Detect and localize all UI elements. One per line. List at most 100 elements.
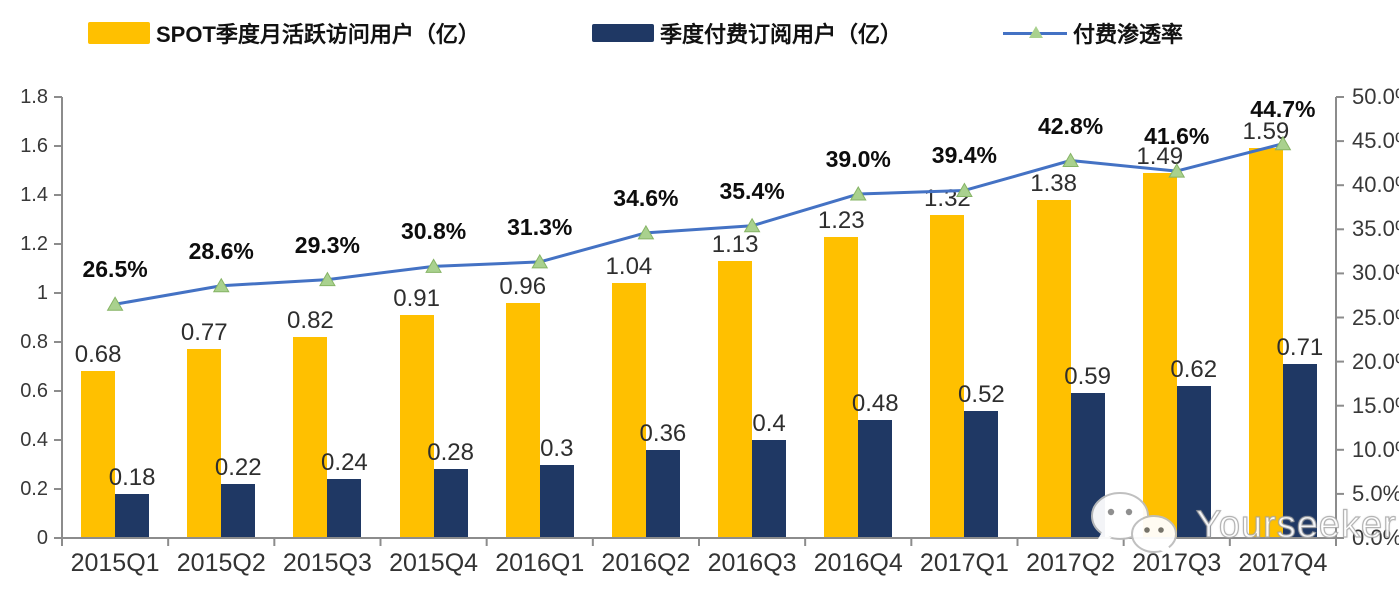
- bar-subscribers-value-label: 0.28: [427, 439, 474, 467]
- bar-subscribers: [115, 493, 150, 538]
- y-axis-left-tick-label: 1: [36, 282, 48, 304]
- bar-mau: [930, 214, 965, 538]
- penetration-line-marker: [531, 253, 549, 269]
- x-axis-label: 2016Q1: [495, 549, 585, 577]
- x-axis-label: 2015Q3: [282, 549, 372, 577]
- bar-subscribers: [752, 440, 787, 538]
- x-axis-label: 2015Q1: [70, 549, 160, 577]
- y-axis-right-tick-label: 40.0%: [1352, 172, 1399, 198]
- bar-subscribers-value-label: 0.18: [108, 463, 156, 491]
- watermark-text: Yourseeker: [1195, 503, 1397, 546]
- penetration-rate-label: 26.5%: [82, 256, 148, 283]
- y-axis-left-tick-label: 0.8: [20, 331, 48, 353]
- x-axis-label: 2016Q3: [707, 549, 797, 577]
- y-axis-right-tick-label: 15.0%: [1352, 392, 1399, 418]
- wechat-icon: [1091, 492, 1177, 558]
- penetration-line-marker: [106, 296, 124, 311]
- y-axis-right-tick-label: 0.0%: [1352, 525, 1399, 550]
- penetration-rate-label: 31.3%: [507, 213, 573, 240]
- penetration-rate-label: 44.7%: [1250, 95, 1316, 122]
- y-axis-right-tick-label: 30.0%: [1352, 260, 1399, 286]
- bar-mau-value-label: 0.96: [499, 272, 547, 300]
- x-axis-label: 2015Q4: [389, 549, 479, 577]
- penetration-rate-label: 39.4%: [931, 142, 998, 169]
- y-axis-right-tick-label: 50.0%: [1352, 84, 1399, 109]
- x-axis-label: 2017Q2: [1026, 549, 1116, 577]
- bar-subscribers-value-label: 0.36: [639, 419, 687, 447]
- subscribers-legend-label: 季度付费订阅用户（亿）: [660, 22, 903, 47]
- bar-mau-value-label: 0.91: [393, 285, 440, 313]
- y-axis-left-tick-label: 0: [36, 527, 48, 549]
- x-axis-label: 2017Q3: [1132, 549, 1222, 577]
- penetration-legend-label: 付费渗透率: [1073, 22, 1184, 47]
- watermark: Yourseeker: [1080, 488, 1397, 562]
- bar-mau-value-label: 1.04: [605, 253, 653, 281]
- y-axis-left-tick-label: 1.2: [20, 233, 48, 255]
- penetration-rate-line: [114, 142, 1284, 306]
- y-axis-right-tick-label: 35.0%: [1352, 216, 1399, 242]
- bar-subscribers-value-label: 0.4: [752, 410, 786, 437]
- y-axis-left-tick-label: 0.2: [20, 478, 48, 500]
- triangle-marker-icon: [1029, 26, 1043, 38]
- bar-subscribers-value-label: 0.52: [958, 380, 1005, 408]
- bar-subscribers: [1282, 364, 1317, 538]
- penetration-rate-label: 34.6%: [613, 184, 679, 211]
- bar-subscribers-value-label: 0.24: [321, 449, 368, 477]
- bar-subscribers-value-label: 0.62: [1170, 356, 1218, 384]
- bar-mau-value-label: 1.23: [817, 206, 865, 234]
- bar-mau-value-label: 1.32: [924, 184, 971, 212]
- bar-mau-value-label: 1.38: [1030, 169, 1077, 197]
- bar-mau: [293, 337, 328, 538]
- penetration-legend-marker: [1003, 25, 1067, 41]
- penetration-line-marker: [743, 217, 761, 233]
- bar-mau: [718, 261, 753, 538]
- penetration-line-marker: [425, 258, 442, 273]
- penetration-line-marker: [849, 186, 867, 201]
- x-axis-label: 2017Q1: [919, 549, 1009, 577]
- penetration-rate-label: 35.4%: [719, 177, 785, 204]
- bar-mau: [505, 302, 540, 538]
- penetration-rate-label: 42.8%: [1037, 112, 1104, 139]
- penetration-rate-label: 30.8%: [400, 218, 467, 245]
- bar-mau: [81, 371, 116, 538]
- penetration-line-marker: [1062, 152, 1079, 168]
- subscribers-legend-swatch: [592, 24, 654, 42]
- y-axis-left-tick-label: 0.4: [20, 429, 48, 451]
- bar-subscribers: [221, 484, 256, 538]
- mau-legend-label: SPOT季度月活跃访问用户（亿）: [156, 22, 480, 47]
- y-axis-left-tick-label: 0.6: [20, 380, 48, 402]
- bar-subscribers: [539, 464, 574, 538]
- y-axis-right-tick-label: 20.0%: [1352, 348, 1399, 374]
- penetration-rate-label: 28.6%: [188, 237, 254, 264]
- x-axis-label: 2016Q2: [601, 549, 691, 577]
- bar-mau: [399, 315, 434, 538]
- penetration-line-marker: [212, 277, 230, 293]
- y-axis-right-tick-label: 10.0%: [1352, 436, 1399, 462]
- bar-mau-value-label: 1.13: [711, 231, 759, 259]
- legend-item-penetration: 付费渗透率: [1003, 18, 1183, 48]
- bar-subscribers-value-label: 0.48: [851, 390, 899, 418]
- y-axis-left-tick-label: 1.8: [20, 86, 48, 108]
- y-axis-right-tick-label: 5.0%: [1352, 480, 1399, 506]
- bar-subscribers-value-label: 0.3: [540, 434, 574, 462]
- mau-legend-swatch: [88, 22, 150, 44]
- bar-subscribers: [1176, 386, 1211, 538]
- x-axis-label: 2017Q4: [1238, 549, 1328, 577]
- penetration-rate-label: 39.0%: [825, 146, 891, 173]
- bar-mau: [611, 283, 646, 538]
- bar-subscribers: [327, 479, 362, 538]
- bar-subscribers: [433, 469, 468, 538]
- bar-mau-value-label: 0.77: [180, 319, 228, 347]
- y-axis-left-tick-label: 1.4: [20, 184, 48, 206]
- bar-subscribers-value-label: 0.71: [1276, 334, 1324, 362]
- bar-subscribers: [964, 410, 999, 538]
- bar-mau: [187, 349, 222, 538]
- bar-subscribers-value-label: 0.22: [214, 454, 262, 482]
- penetration-line-marker: [319, 271, 336, 287]
- y-axis-right-tick-label: 25.0%: [1352, 304, 1399, 330]
- y-axis-left-tick-label: 1.6: [20, 135, 48, 157]
- legend-item-subscribers: 季度付费订阅用户（亿）: [592, 18, 902, 48]
- bar-mau: [824, 236, 859, 538]
- penetration-line-marker: [637, 224, 655, 240]
